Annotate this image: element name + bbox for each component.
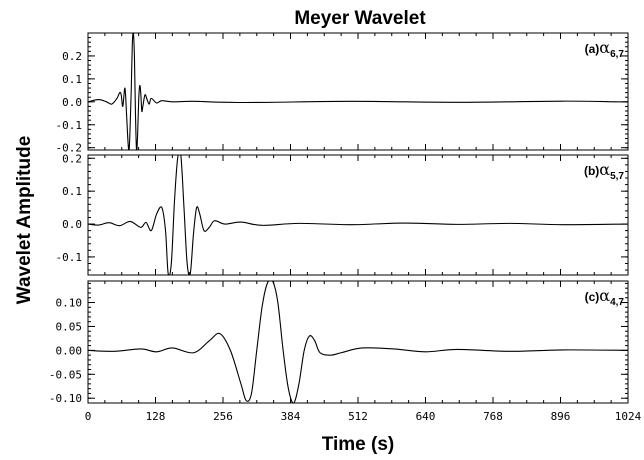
y-tick-label: -0.05 xyxy=(49,368,82,381)
y-tick-label: 0.1 xyxy=(62,73,82,86)
x-tick-label: 128 xyxy=(146,410,166,423)
panel-2: -0.10 -0.05 0.00 0.05 0.10 (c)α4,7 xyxy=(49,280,629,405)
panel-frame xyxy=(87,154,629,276)
x-tick-label: 384 xyxy=(281,410,301,423)
wavelet-trace-0 xyxy=(88,33,628,150)
y-tick-label: -0.1 xyxy=(56,251,83,264)
y-tick-label: 0.05 xyxy=(56,320,83,333)
panel-letter: (b) xyxy=(584,164,599,178)
y-tick-label: 0.10 xyxy=(56,297,83,310)
panel-label: (c)α4,7 xyxy=(585,286,625,308)
panel-frame xyxy=(87,280,629,404)
y-tick-label: 0.00 xyxy=(56,344,83,357)
x-tick-labels: 0 128 256 384 512 640 768 896 1024 xyxy=(85,410,642,423)
panel-alpha-symbol: α xyxy=(599,38,610,57)
panel-subscript: 4,7 xyxy=(610,297,624,308)
panel-letter: (c) xyxy=(585,290,600,304)
panel-alpha-symbol: α xyxy=(599,160,610,179)
y-tick-label: 0.2 xyxy=(62,152,82,165)
x-tick-label: 640 xyxy=(416,410,436,423)
panel-subscript: 6,7 xyxy=(610,49,624,60)
x-tick-label: 896 xyxy=(551,410,571,423)
x-tick-label: 0 xyxy=(85,410,92,423)
y-tick-label: 0.2 xyxy=(62,50,82,63)
wavelet-trace-2 xyxy=(88,281,628,403)
panel-label: (b)α5,7 xyxy=(584,160,624,182)
y-axis-label: Wavelet Amplitude xyxy=(14,136,35,305)
y-tick-label: -0.10 xyxy=(49,392,82,405)
y-tick-label: -0.2 xyxy=(56,142,83,155)
x-tick-label: 512 xyxy=(348,410,368,423)
panel-subscript: 5,7 xyxy=(610,171,624,182)
x-axis-label: Time (s) xyxy=(322,434,395,455)
chart-title: Meyer Wavelet xyxy=(294,8,426,29)
y-tick-label: 0.0 xyxy=(62,218,82,231)
panel-label: (a)α6,7 xyxy=(585,38,625,60)
x-tick-label: 256 xyxy=(213,410,233,423)
x-tick-label: 1024 xyxy=(615,410,642,423)
panel-letter: (a) xyxy=(585,42,600,56)
y-tick-label: 0.1 xyxy=(62,185,82,198)
panel-1: -0.1 0.0 0.1 0.2 (b)α5,7 xyxy=(56,152,629,276)
panel-frame xyxy=(87,32,629,151)
x-tick-label: 768 xyxy=(483,410,503,423)
wavelet-panels: -0.2-0.10.00.10.2(a)α6,7-0.10.00.10.2(b)… xyxy=(49,32,629,405)
panel-alpha-symbol: α xyxy=(599,286,610,305)
y-tick-label: 0.0 xyxy=(62,96,82,109)
wavelet-trace-1 xyxy=(88,155,628,275)
y-tick-label: -0.1 xyxy=(56,119,83,132)
panel-0: -0.2 -0.1 0.0 0.1 0.2 (a)α6,7 xyxy=(56,32,629,155)
